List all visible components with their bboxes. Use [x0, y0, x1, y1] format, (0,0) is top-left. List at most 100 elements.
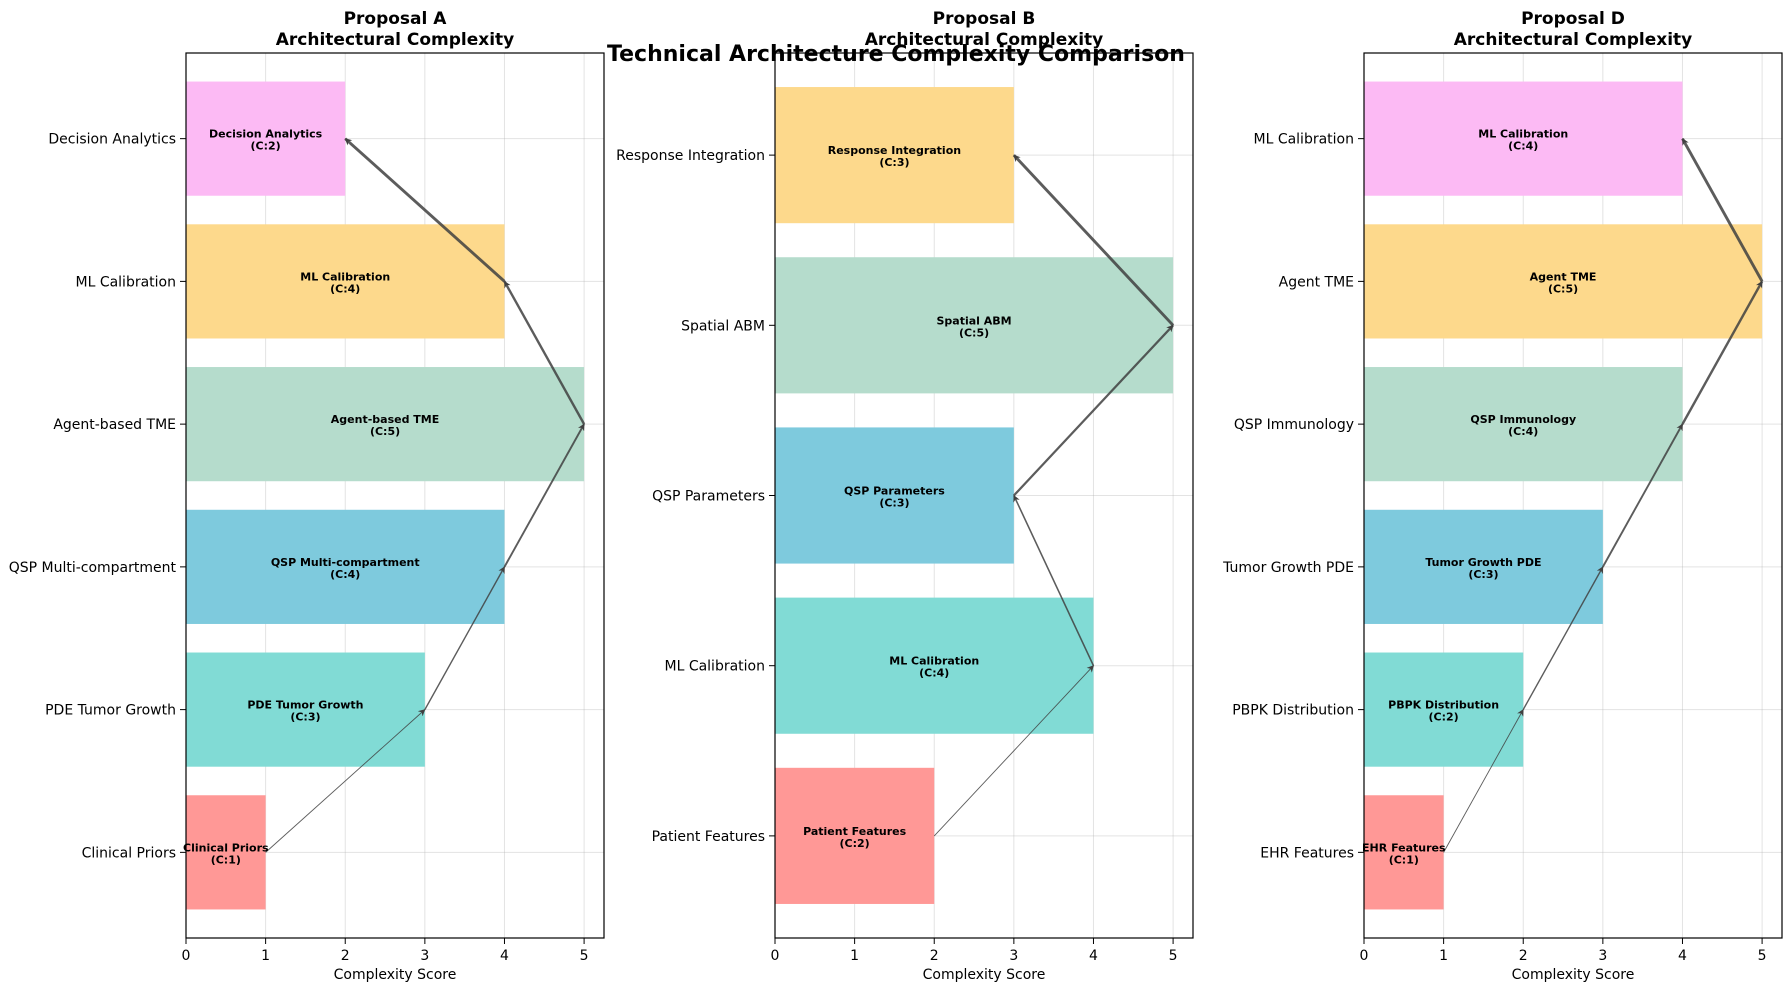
bar-label-line: Decision Analytics: [209, 128, 323, 141]
x-tick-label: 4: [1678, 948, 1687, 964]
bar-label-line: (C:4): [330, 282, 360, 295]
bar-label: Agent-based TME (C:5): [331, 413, 439, 438]
bar-label-line: (C:2): [840, 837, 870, 850]
bar: [186, 652, 425, 767]
bar: [1364, 367, 1683, 482]
bar: [186, 224, 505, 339]
y-tick-label: ML Calibration: [664, 659, 765, 675]
y-tick-label: Response Integration: [616, 148, 765, 164]
x-tick-label: 0: [1360, 948, 1369, 964]
y-tick-label: Agent-based TME: [53, 417, 176, 433]
bar: [775, 597, 1094, 734]
bar-label: ML Calibration (C:4): [889, 655, 979, 680]
bar: [1364, 652, 1524, 767]
figure-title: Technical Architecture Complexity Compar…: [607, 42, 1185, 67]
panel-2: Patient Features (C:2)ML Calibration (C:4)…: [616, 9, 1194, 983]
x-tick-label: 2: [930, 948, 939, 964]
bar: [1364, 795, 1444, 910]
bar: [186, 367, 585, 482]
bar-label-line: (C:1): [211, 853, 241, 866]
flow-arrow: [1443, 709, 1524, 853]
bar: [1364, 509, 1603, 624]
bar-label-line: (C:5): [1548, 282, 1578, 295]
x-axis-label: Complexity Score: [334, 967, 457, 983]
bar-label: EHR Features (C:1): [1362, 841, 1446, 866]
bar-label: Clinical Priors (C:1): [183, 841, 269, 866]
bar-label-line: PDE Tumor Growth: [247, 699, 363, 712]
x-tick-label: 5: [580, 948, 589, 964]
bar-label-line: EHR Features: [1362, 841, 1446, 854]
x-tick-label: 2: [341, 948, 350, 964]
panel-1: Clinical Priors (C:1)PDE Tumor Growth (C:3…: [9, 9, 605, 983]
flow-arrow: [503, 280, 586, 425]
bar-label: QSP Immunology (C:4): [1470, 413, 1576, 438]
bar-label-line: (C:5): [370, 425, 400, 438]
bar: [775, 767, 935, 904]
y-tick-label: EHR Features: [1260, 845, 1354, 861]
panel-title: Proposal A: [344, 9, 448, 29]
panel-title: Proposal D: [1521, 9, 1625, 29]
flow-arrow: [1013, 494, 1095, 667]
y-tick-label: ML Calibration: [75, 274, 176, 290]
panel-3: EHR Features (C:1)PBPK Distribution (C:2)T…: [1222, 9, 1783, 983]
bar-label-line: (C:4): [919, 667, 949, 680]
flow-arrow: [344, 137, 506, 283]
x-tick-label: 4: [500, 948, 509, 964]
bar-label: Response Integration (C:3): [828, 144, 961, 169]
flow-arrow: [1602, 423, 1684, 568]
bar-label-line: Agent TME: [1530, 270, 1597, 283]
bar-label: Patient Features (C:2): [803, 825, 907, 850]
x-axis-label: Complexity Score: [1512, 967, 1635, 983]
y-tick-label: Agent TME: [1279, 274, 1354, 290]
panel-subtitle: Architectural Complexity: [865, 30, 1104, 50]
bar-label-line: (C:4): [330, 568, 360, 581]
x-tick-label: 5: [1169, 948, 1178, 964]
axes-frame: [185, 52, 605, 939]
bar: [186, 509, 505, 624]
bar-label-line: (C:5): [959, 326, 989, 339]
bar-label-line: (C:4): [1508, 140, 1538, 153]
bar: [775, 87, 1014, 224]
flow-arrow: [503, 423, 585, 568]
bar-label: ML Calibration (C:4): [300, 270, 390, 295]
bar-label-line: (C:3): [290, 711, 320, 724]
bar-label-line: (C:1): [1389, 853, 1419, 866]
x-tick-label: 2: [1519, 948, 1528, 964]
bar-label: QSP Multi-compartment (C:4): [271, 556, 420, 581]
flow-arrow: [933, 665, 1094, 837]
y-tick-label: Spatial ABM: [681, 318, 765, 334]
bar: [775, 427, 1014, 564]
bar-label: PDE Tumor Growth (C:3): [247, 699, 363, 724]
bar: [1364, 224, 1763, 339]
y-tick-label: Tumor Growth PDE: [1222, 560, 1354, 576]
panel-title: Proposal B: [933, 9, 1036, 29]
flow-arrow: [1012, 154, 1175, 327]
x-tick-label: 3: [1009, 948, 1018, 964]
bar-label-line: Patient Features: [803, 825, 907, 838]
flow-arrow: [1681, 280, 1764, 425]
bar-label-line: Agent-based TME: [331, 413, 439, 426]
bar-label-line: (C:3): [879, 497, 909, 510]
bar-label: Agent TME (C:5): [1530, 270, 1597, 295]
x-tick-label: 0: [771, 948, 780, 964]
panel-subtitle: Architectural Complexity: [276, 30, 515, 50]
bar-label-line: (C:3): [879, 156, 909, 169]
y-tick-label: PDE Tumor Growth: [45, 703, 176, 719]
bar: [186, 81, 346, 196]
y-tick-label: Clinical Priors: [82, 845, 176, 861]
x-axis-label: Complexity Score: [923, 967, 1046, 983]
flow-arrow: [265, 709, 426, 853]
bar-label-line: QSP Multi-compartment: [271, 556, 420, 569]
x-tick-label: 5: [1758, 948, 1767, 964]
x-tick-label: 1: [261, 948, 270, 964]
bar-label-line: ML Calibration: [300, 270, 390, 283]
bar-label: Tumor Growth PDE (C:3): [1425, 556, 1541, 581]
x-tick-label: 3: [420, 948, 429, 964]
bar-label: Spatial ABM (C:5): [936, 314, 1011, 339]
x-tick-label: 4: [1089, 948, 1098, 964]
bar-label-line: Tumor Growth PDE: [1425, 556, 1541, 569]
y-tick-label: Patient Features: [652, 829, 765, 845]
axes-frame: [1363, 52, 1783, 939]
x-tick-label: 3: [1598, 948, 1607, 964]
bar-label-line: QSP Parameters: [844, 485, 945, 498]
